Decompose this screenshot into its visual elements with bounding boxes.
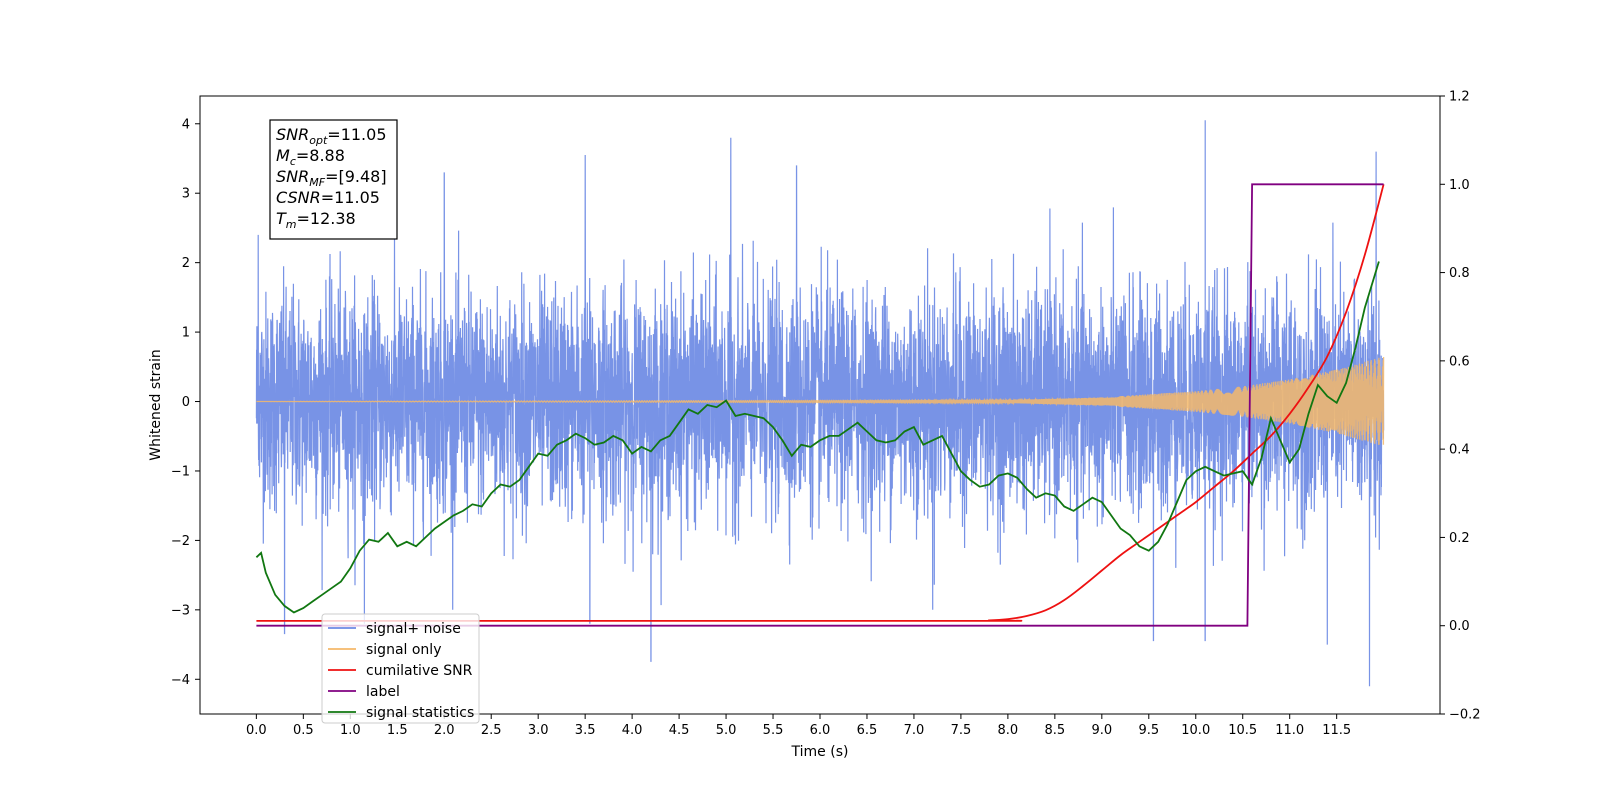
x-tick-label: 9.5: [1138, 723, 1159, 738]
y-left-tick-label: 4: [182, 117, 190, 132]
annotation-line: CSNR=11.05: [276, 188, 380, 207]
x-tick-label: 5.5: [763, 723, 784, 738]
x-tick-label: 3.5: [575, 723, 596, 738]
y-right-tick-label: 0.4: [1449, 443, 1470, 458]
annotation-symbol: SNR: [276, 125, 309, 144]
series-label: [256, 183, 1384, 627]
y-left-tick-label: 1: [182, 326, 190, 341]
x-tick-label: 0.5: [293, 723, 314, 738]
legend-label: signal statistics: [366, 705, 474, 721]
x-tick-label: 11.5: [1322, 723, 1351, 738]
x-tick-label: 7.0: [904, 723, 925, 738]
x-tick-label: 8.5: [1045, 723, 1066, 738]
x-tick-label: 6.0: [810, 723, 831, 738]
x-tick-label: 11.0: [1275, 723, 1304, 738]
legend-label: signal only: [366, 642, 441, 658]
annotation-line: SNRMF=[9.48]: [276, 167, 387, 189]
series-signal-statistics: [255, 261, 1380, 614]
y-right-tick-label: 0.0: [1449, 619, 1470, 634]
x-axis-label: Time (s): [791, 744, 849, 760]
y-left-tick-label: 3: [182, 187, 190, 202]
y-right-tick-label: −0.2: [1449, 708, 1481, 723]
annotation-value: =11.05: [321, 188, 380, 207]
y-left-tick-label: −4: [171, 673, 190, 688]
axes-layer: 0.0 0.5 1.0 1.5 2.0 2.5 3.0 3.5 4.0 4.5 5.0 5.5 6.0 6…: [148, 90, 1481, 761]
x-tick-label: 3.0: [528, 723, 549, 738]
x-tick-label: 8.0: [998, 723, 1019, 738]
annotation-line: Tm=12.38: [276, 209, 356, 231]
y-left-tick-label: −1: [171, 464, 190, 479]
x-tick-label: 0.0: [246, 723, 267, 738]
x-tick-label: 6.5: [857, 723, 878, 738]
x-tick-label: 4.5: [669, 723, 690, 738]
y-right-tick-label: 0.2: [1449, 531, 1470, 546]
annotation-symbol: SNR: [276, 167, 309, 186]
annotation-box: [269, 119, 398, 240]
x-tick-label: 5.0: [716, 723, 737, 738]
series-cumulative-snr: [256, 184, 1385, 622]
annotation-value: =11.05: [327, 125, 386, 144]
y-right-tick-label: 1.2: [1449, 90, 1470, 105]
x-tick-label: 4.0: [622, 723, 643, 738]
series-layer: [255, 120, 1385, 687]
legend-label: cumilative SNR: [366, 663, 473, 679]
y-right-tick-label: 0.6: [1449, 354, 1470, 369]
signal-noise-line: [255, 120, 1385, 687]
y-left-tick-label: 2: [182, 256, 190, 271]
annotation-subscript: c: [290, 155, 296, 168]
legend-box: [321, 613, 480, 724]
x-tick-label: 10.5: [1228, 723, 1257, 738]
x-tick-label: 10.0: [1181, 723, 1210, 738]
annotation-symbol: M: [276, 146, 290, 165]
x-tick-label: 2.0: [434, 723, 455, 738]
annotation-symbol: T: [276, 209, 287, 228]
y-right-tick-label: 1.0: [1449, 178, 1470, 193]
y-right-tick-label: 0.8: [1449, 266, 1470, 281]
y-left-tick-label: 0: [182, 395, 190, 410]
stats-annotation: SNRopt=11.05Mc=8.88SNRMF=[9.48]CSNR=11.0…: [269, 119, 398, 240]
annotation-subscript: opt: [309, 134, 328, 147]
annotation-subscript: MF: [309, 176, 325, 189]
annotation-value: =12.38: [297, 209, 356, 228]
x-tick-label: 1.0: [340, 723, 361, 738]
series-signal-noise: [255, 120, 1385, 687]
y-left-tick-label: −2: [171, 534, 190, 549]
annotation-value: =8.88: [296, 146, 345, 165]
annotation-symbol: CSNR: [276, 188, 321, 207]
x-tick-label: 9.0: [1091, 723, 1112, 738]
legend-label: signal+ noise: [366, 621, 461, 637]
x-tick-label: 2.5: [481, 723, 502, 738]
annotation-value: =[9.48]: [325, 167, 387, 186]
annotation-line: SNRopt=11.05: [276, 125, 387, 147]
y-left-tick-label: −3: [171, 603, 190, 618]
legend: signal+ noise signal only cumilative SNR la…: [321, 613, 480, 724]
x-tick-label: 7.5: [951, 723, 972, 738]
series-signal-only: [256, 356, 1385, 445]
annotation-subscript: m: [286, 218, 297, 231]
annotation-line: Mc=8.88: [276, 146, 345, 168]
x-tick-label: 1.5: [387, 723, 408, 738]
legend-label: label: [366, 684, 400, 700]
y-axis-label: Whitened strain: [148, 349, 164, 460]
signal-only-line: [256, 356, 1385, 445]
